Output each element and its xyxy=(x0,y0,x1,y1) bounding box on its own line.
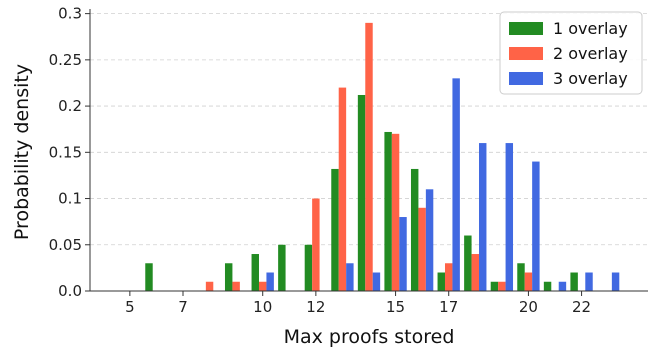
bar-2-overlay-x18 xyxy=(471,254,480,291)
bar-2-overlay-x19 xyxy=(498,281,506,291)
bar-1-overlay-x14 xyxy=(357,94,366,292)
bar-1-overlay-x13 xyxy=(331,168,339,291)
bar-3-overlay-x19 xyxy=(505,143,514,291)
bar-1-overlay-x10 xyxy=(251,254,259,291)
y-tick-label: 0.05 xyxy=(49,236,82,254)
bar-3-overlay-x14 xyxy=(372,272,381,291)
bar-2-overlay-x9 xyxy=(232,281,240,291)
bar-1-overlay-x15 xyxy=(384,131,392,291)
bar-2-overlay-x17 xyxy=(444,263,453,291)
legend-entries: 1 overlay 2 overlay 3 overlay xyxy=(509,19,628,88)
x-axis-title: Max proofs stored xyxy=(284,326,455,348)
bar-3-overlay-x21 xyxy=(558,281,567,291)
bar-1-overlay-x17 xyxy=(437,272,445,291)
legend-swatch xyxy=(509,22,543,35)
x-tick-label: 7 xyxy=(178,298,188,316)
bar-3-overlay-x22 xyxy=(585,272,593,291)
legend: 1 overlay 2 overlay 3 overlay xyxy=(499,11,643,95)
bar-2-overlay-x8 xyxy=(205,281,214,291)
bar-2-overlay-x15 xyxy=(391,133,400,291)
bar-1-overlay-x11 xyxy=(278,244,286,291)
x-tick-label: 5 xyxy=(125,298,135,316)
bar-1-overlay-x16 xyxy=(410,168,419,291)
y-tick-label: 0.15 xyxy=(49,143,82,161)
x-tick-label: 15 xyxy=(386,298,405,316)
bar-1-overlay-x9 xyxy=(224,263,233,291)
legend-swatch xyxy=(509,47,543,60)
bar-1-overlay-x22 xyxy=(570,272,578,291)
bar-2-overlay-x13 xyxy=(338,87,347,291)
bar-3-overlay-x15 xyxy=(399,217,407,291)
x-ticks: 5 7 10 12 15 17 20 22 xyxy=(125,291,591,316)
legend-label: 2 overlay xyxy=(553,44,628,63)
bar-1-overlay-x18 xyxy=(464,235,472,291)
x-tick-label: 22 xyxy=(572,298,591,316)
bar-2-overlay-x16 xyxy=(418,207,426,291)
y-tick-label: 0.2 xyxy=(58,97,82,115)
bar-1-overlay-x19 xyxy=(490,281,499,291)
bar-1-overlay-x20 xyxy=(517,263,525,291)
x-tick-label: 17 xyxy=(439,298,458,316)
legend-swatch xyxy=(509,72,543,85)
bar-2-overlay-x20 xyxy=(524,272,533,291)
bar-2-overlay-x12 xyxy=(312,198,320,291)
bar-1-overlay-x21 xyxy=(543,281,552,291)
bar-3-overlay-x23 xyxy=(611,272,620,291)
bar-1-overlay-x12 xyxy=(304,244,313,291)
legend-label: 3 overlay xyxy=(553,69,628,88)
legend-label: 1 overlay xyxy=(553,19,628,38)
bar-3-overlay-x17 xyxy=(452,78,460,291)
x-tick-label: 20 xyxy=(519,298,538,316)
y-tick-label: 0.25 xyxy=(49,51,82,69)
bars xyxy=(145,22,620,292)
bar-3-overlay-x18 xyxy=(479,143,487,291)
bar-2-overlay-x10 xyxy=(258,281,267,291)
y-ticks: 0.0 0.05 0.1 0.15 0.2 0.25 0.3 xyxy=(49,5,90,300)
x-tick-label: 12 xyxy=(306,298,325,316)
bar-3-overlay-x10 xyxy=(266,272,274,291)
bar-3-overlay-x16 xyxy=(425,189,434,291)
y-tick-label: 0.1 xyxy=(58,190,82,208)
y-tick-label: 0.0 xyxy=(58,282,82,300)
bar-3-overlay-x20 xyxy=(532,161,540,291)
bar-2-overlay-x14 xyxy=(365,22,373,292)
x-tick-label: 10 xyxy=(253,298,272,316)
bar-1-overlay-x6 xyxy=(145,263,153,291)
y-axis-title: Probability density xyxy=(11,64,33,240)
bar-3-overlay-x13 xyxy=(346,263,354,291)
y-tick-label: 0.3 xyxy=(58,5,82,23)
